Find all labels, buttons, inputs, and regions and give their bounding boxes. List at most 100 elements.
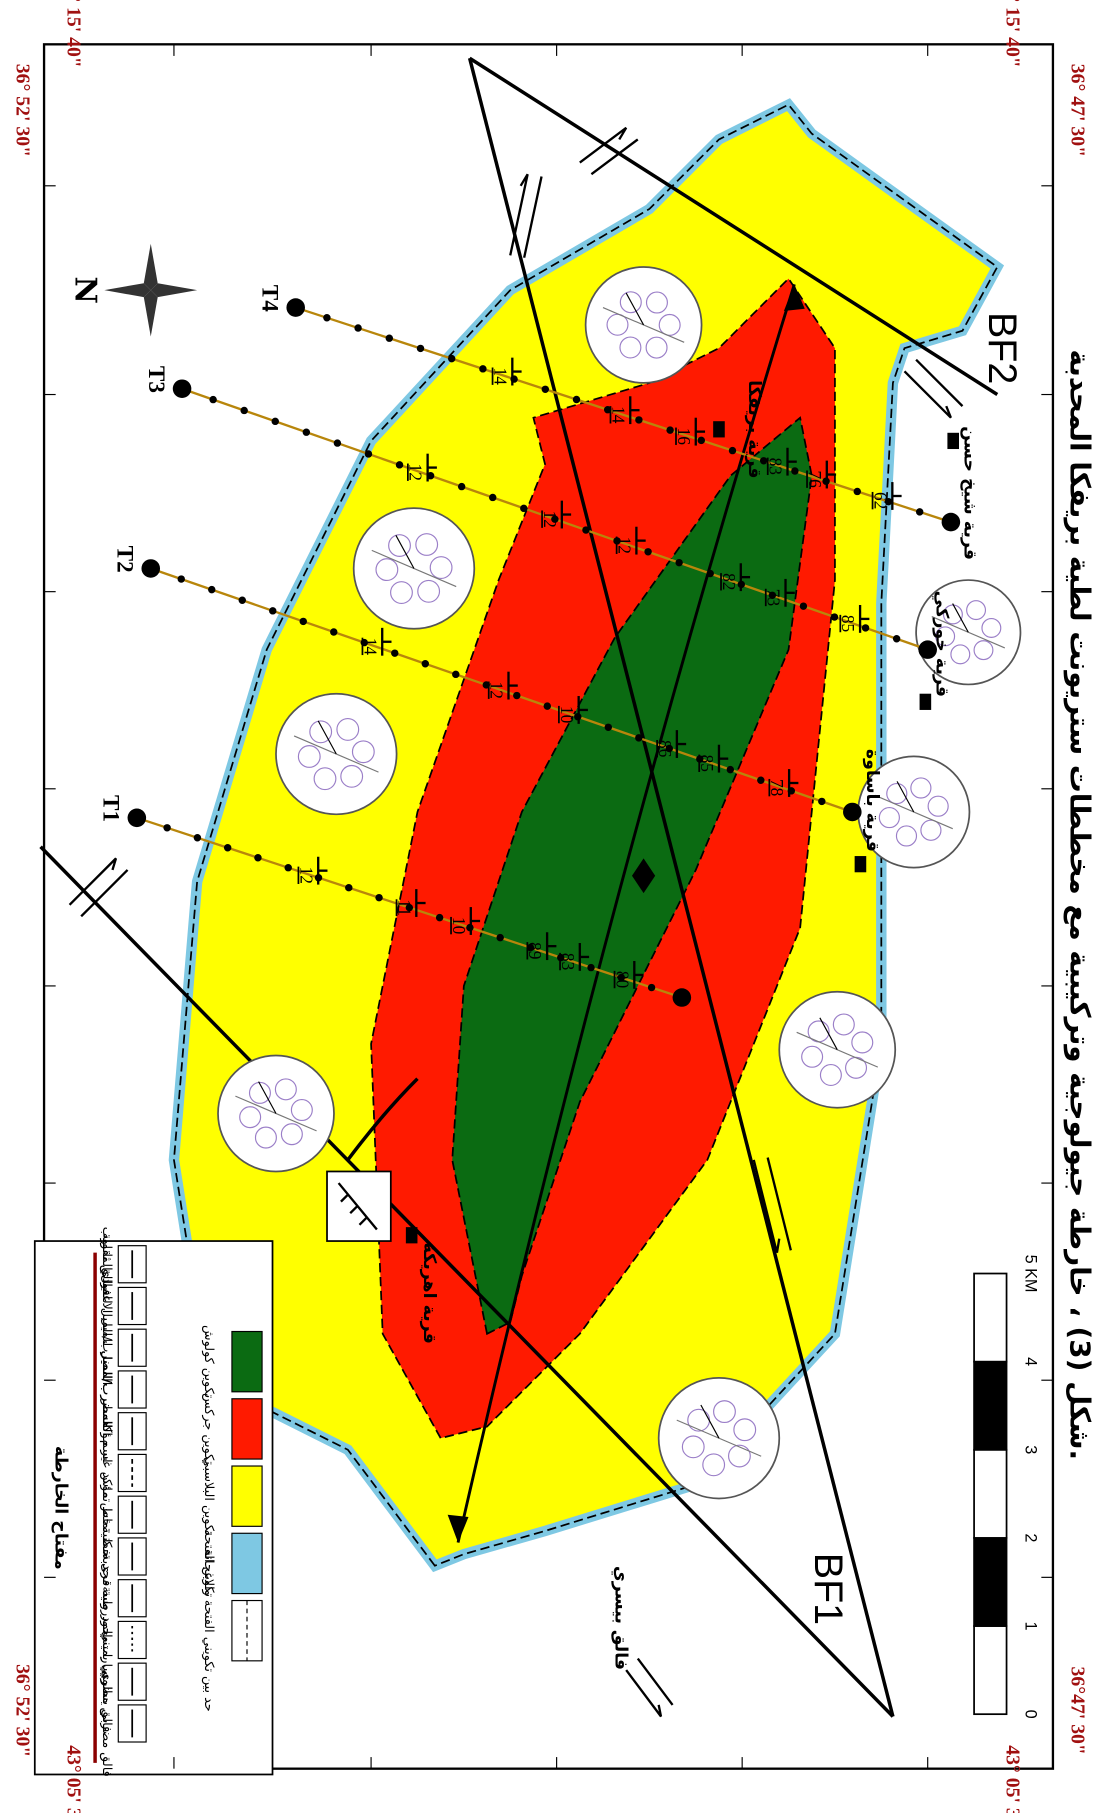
traverse-dot [194, 834, 201, 841]
dip-value: 76 [805, 470, 824, 488]
traverse-label: T2 [112, 546, 138, 573]
traverse-dot [862, 624, 869, 631]
traverse-dot [254, 854, 261, 861]
traverse-dot [269, 607, 276, 614]
legend-label: تكوين الفتحة [201, 1530, 216, 1598]
traverse-end [673, 988, 692, 1007]
village-marker [920, 694, 932, 710]
traverse-dot [239, 597, 246, 604]
legend-swatch [232, 1533, 262, 1593]
legend-label: تكوين كولوش [201, 1325, 216, 1399]
legend-label: فوالق ثانوية [99, 1233, 114, 1296]
traverse-dot [272, 418, 279, 425]
traverse-dot [520, 505, 527, 512]
traverse-dot [208, 586, 215, 593]
traverse-dot [831, 613, 838, 620]
traverse-dot [452, 671, 459, 678]
traverse-dot [479, 365, 486, 372]
traverse-dot [854, 488, 861, 495]
traverse-label: T1 [98, 795, 124, 822]
traverse-label: T4 [257, 285, 283, 312]
traverse-dot [163, 824, 170, 831]
village-label: قرية باساوة [862, 749, 882, 852]
dip-value: 85 [697, 755, 716, 773]
traverse-dot [916, 508, 923, 515]
dip-value: 89 [525, 942, 544, 959]
traverse-dot [818, 798, 825, 805]
traverse-dot [729, 447, 736, 454]
traverse-dot [240, 407, 247, 414]
traverse-dot [644, 548, 651, 555]
dip-value: 12 [540, 510, 559, 527]
dip-value: 14 [608, 406, 627, 424]
geological-map: شكل (3) ، خارطة جيولوجية وتركيبية مع مخط… [0, 0, 1097, 1813]
legend-title: مفتاح الخارطة [50, 1446, 70, 1570]
dip-value: 12 [614, 537, 633, 554]
traverse-dot [666, 426, 673, 433]
traverse-end [141, 559, 160, 578]
dip-value: 14 [360, 638, 379, 656]
dip-value: 80 [612, 971, 631, 989]
traverse-dot [489, 494, 496, 501]
page: { "title": "شكل (3) ، خارطة جيولوجية وتر… [0, 0, 1097, 1813]
traverse-dot [727, 766, 734, 773]
dip-value: 12 [296, 867, 315, 884]
traverse-dot [224, 844, 231, 851]
traverse-dot [675, 559, 682, 566]
dip-value: 12 [487, 682, 506, 699]
traverse-dot [436, 914, 443, 921]
scale-label: 5 KM [1021, 1255, 1039, 1293]
traverse-dot [323, 314, 330, 321]
dip-value: 10 [557, 706, 576, 724]
scale-label: 1 [1021, 1622, 1039, 1631]
traverse-dot [800, 602, 807, 609]
traverse-dot [544, 702, 551, 709]
coordinate-label: 43° 15' 40" [1002, 0, 1024, 68]
scale-label: 0 [1021, 1710, 1039, 1719]
dip-value: 73 [764, 589, 783, 607]
dip-value: 11 [394, 899, 413, 916]
village-marker [713, 421, 725, 437]
traverse-dot [542, 386, 549, 393]
coordinate-label: 43° 05' 30" [62, 1745, 84, 1813]
traverse-dot [757, 777, 764, 784]
legend-swatch [232, 1466, 262, 1526]
scale-label: 2 [1021, 1533, 1039, 1542]
scale-label: 4 [1021, 1357, 1039, 1366]
dip-value: 83 [558, 953, 577, 971]
traverse-dot [391, 649, 398, 656]
traverse-dot [648, 984, 655, 991]
legend-swatch [232, 1332, 262, 1392]
coordinate-label: 43° 15' 40" [62, 0, 84, 68]
dip-value: 12 [406, 464, 425, 481]
dip-value: 10 [449, 917, 468, 935]
dip-value: 14 [490, 368, 509, 386]
scale-bar [974, 1274, 1006, 1715]
dip-value: 62 [870, 492, 889, 509]
village-marker [406, 1227, 418, 1243]
legend-swatch [232, 1399, 262, 1459]
dip-value: 86 [655, 740, 674, 758]
scale-label: 3 [1021, 1445, 1039, 1454]
fault-label: BF1 [806, 1553, 850, 1625]
traverse-end [286, 298, 305, 317]
traverse-dot [698, 437, 705, 444]
traverse-end [942, 513, 961, 532]
legend-label: تكوين البلاسبي [201, 1457, 216, 1536]
coordinate-label: 36° 47' 30" [1067, 64, 1089, 157]
traverse-dot [417, 345, 424, 352]
traverse-dot [635, 734, 642, 741]
traverse-dot [178, 575, 185, 582]
traverse-dot [386, 334, 393, 341]
traverse-dot [573, 396, 580, 403]
traverse-end [843, 803, 862, 822]
dip-value: 82 [719, 573, 738, 590]
coordinate-label: 43° 05' 30" [1002, 1745, 1024, 1813]
traverse-label: T3 [143, 366, 169, 393]
traverse-dot [893, 635, 900, 642]
traverse-dot [707, 570, 714, 577]
north-label: N [67, 276, 102, 304]
traverse-dot [365, 450, 372, 457]
village-marker [855, 856, 867, 872]
traverse-dot [303, 429, 310, 436]
